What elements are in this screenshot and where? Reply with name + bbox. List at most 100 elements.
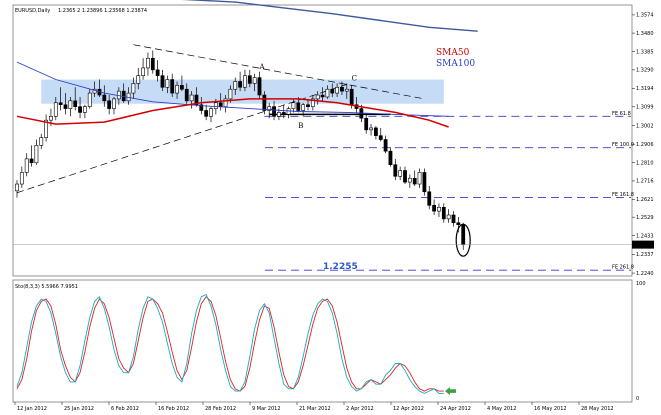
date-tick-label: 16 Feb 2012 <box>158 406 189 412</box>
candle-body <box>315 94 320 100</box>
candle-body <box>223 98 228 107</box>
legend-entry: SMA50 <box>436 48 470 58</box>
candle-body <box>451 214 456 224</box>
candle-body <box>136 75 141 84</box>
last-candle-highlight <box>455 223 471 257</box>
candle-body <box>437 206 441 212</box>
target-price-label: 1.2255 <box>323 262 358 272</box>
candle-body <box>378 135 383 140</box>
ohlc-readout: 1.2365 2 1.23896 1.23568 1.23874 <box>58 8 147 14</box>
fibo-level-label: FE 161.8 <box>612 192 634 198</box>
candle-body <box>252 77 257 84</box>
stochastic-tick-label: 0 <box>636 396 639 402</box>
candle-body <box>131 83 136 94</box>
sma50-line <box>16 98 449 128</box>
candle-body <box>83 106 87 113</box>
candle-body <box>29 158 34 164</box>
date-tick-label: 24 Apr 2012 <box>440 406 471 412</box>
candle-body <box>344 88 349 92</box>
candle-body <box>204 110 209 117</box>
candle-body <box>199 104 204 111</box>
date-tick-label: 6 Feb 2012 <box>111 406 139 412</box>
candle-body <box>461 224 466 245</box>
candle-body <box>393 164 398 177</box>
candle-body <box>369 127 373 131</box>
date-tick-label: 28 May 2012 <box>581 406 614 412</box>
fibo-level-label: FE 261.8 <box>612 265 634 271</box>
price-tick-label: 1.3099 <box>636 105 654 111</box>
trend-line <box>133 44 425 100</box>
candle-body <box>349 88 354 105</box>
candle-body <box>213 102 218 109</box>
fibo-level-label: FE 61.8 <box>612 111 631 117</box>
price-tick-label: 1.3290 <box>636 68 654 74</box>
pattern-point-label: B <box>298 122 303 130</box>
candle-body <box>68 100 73 109</box>
candle-body <box>243 75 247 88</box>
stochastic-tick-label: 100 <box>636 281 646 287</box>
candle-body <box>456 222 461 225</box>
candle-body <box>335 86 340 94</box>
sma100-line <box>16 61 449 117</box>
candle-body <box>141 67 146 76</box>
date-tick-label: 12 Jan 2012 <box>17 406 47 412</box>
candle-body <box>364 117 369 131</box>
date-tick-label: 12 Apr 2012 <box>393 406 424 412</box>
candle-body <box>107 100 112 109</box>
legend-entry: SMA100 <box>436 59 475 69</box>
candle-body <box>325 88 330 98</box>
candle-body <box>209 108 213 117</box>
current-price-label: 1.2387 <box>634 243 652 249</box>
candle-body <box>150 57 155 71</box>
price-tick-label: 1.2810 <box>636 161 654 167</box>
date-tick-label: 16 May 2012 <box>534 406 567 412</box>
candle-body <box>403 170 407 183</box>
candle-body <box>39 137 44 146</box>
candle-body <box>155 69 160 76</box>
stochastic-main-line <box>16 296 444 392</box>
symbol-label: EURUSD,Daily <box>15 8 50 14</box>
price-tick-label: 1.2337 <box>636 252 654 258</box>
candle-body <box>432 205 437 212</box>
candle-body <box>146 57 150 69</box>
candle-body <box>407 177 412 183</box>
candle-body <box>78 106 82 113</box>
candle-body <box>170 79 175 94</box>
price-tick-label: 1.3002 <box>636 123 654 129</box>
candle-body <box>247 75 252 84</box>
candle-body <box>320 94 325 98</box>
current-price-badge <box>632 240 654 249</box>
price-tick-label: 1.2529 <box>636 215 654 221</box>
price-tick-label: 1.3480 <box>636 31 654 37</box>
candle-body <box>116 90 121 100</box>
candle-body <box>160 75 165 88</box>
candle-body <box>112 98 116 109</box>
price-tick-label: 1.2906 <box>636 142 654 148</box>
candle-body <box>417 172 422 185</box>
candle-body <box>267 106 272 111</box>
candle-body <box>34 145 39 164</box>
candle-body <box>272 106 276 117</box>
price-tick-label: 1.3574 <box>636 13 654 19</box>
candle-body <box>262 94 267 111</box>
candle-body <box>310 98 315 107</box>
candle-body <box>53 102 58 117</box>
pattern-point-label: C <box>352 75 357 83</box>
candle-body <box>291 102 296 109</box>
candle-body <box>286 108 291 115</box>
candle-body <box>398 170 403 177</box>
stochastic-label: Sto(8,3,3) 5.5966 7.9951 <box>15 284 78 290</box>
price-tick-label: 1.3194 <box>636 86 654 92</box>
candle-body <box>184 88 189 102</box>
candle-body <box>383 139 388 152</box>
candle-body <box>306 104 310 107</box>
candle-body <box>19 172 24 185</box>
candle-body <box>165 79 170 88</box>
candle-body <box>49 116 53 121</box>
price-tick-label: 1.3385 <box>636 49 654 55</box>
candle-body <box>194 94 199 105</box>
candle-body <box>257 77 262 96</box>
candle-body <box>228 88 233 100</box>
